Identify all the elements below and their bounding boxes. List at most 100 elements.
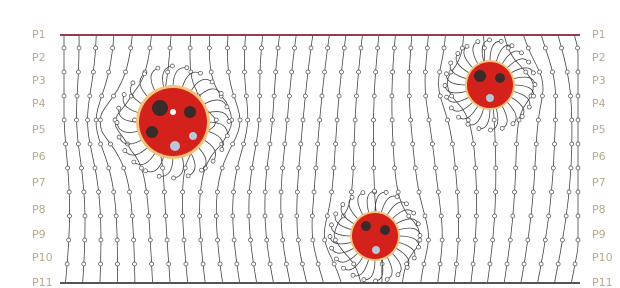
field-dot (211, 159, 215, 163)
field-dot (117, 106, 121, 110)
left-label: P11 (32, 276, 53, 288)
field-dot (62, 70, 66, 74)
right-label: P7 (592, 176, 606, 189)
field-dot (247, 214, 251, 218)
field-dot (505, 262, 509, 266)
field-dot (534, 142, 538, 146)
field-dot (438, 94, 442, 98)
field-dot (312, 190, 316, 194)
field-dot (132, 262, 136, 266)
field-dot (243, 46, 247, 50)
field-dot (416, 222, 420, 226)
field-dot (67, 190, 71, 194)
field-dot (310, 214, 314, 218)
field-dot (88, 94, 92, 98)
field-dot (214, 214, 218, 218)
field-dot (567, 190, 571, 194)
spot (189, 132, 197, 140)
field-dot (68, 214, 72, 218)
field-dot (82, 262, 86, 266)
field-dot (115, 262, 119, 266)
field-dot (569, 94, 573, 98)
field-dot (299, 142, 303, 146)
field-dot (442, 46, 446, 50)
field-dot (339, 70, 343, 74)
field-dot (75, 94, 79, 98)
field-dot (227, 70, 231, 74)
field-dot (62, 46, 66, 50)
field-dot (75, 118, 79, 122)
field-dot (482, 46, 486, 50)
field-dot (355, 94, 359, 98)
field-dot (524, 70, 528, 74)
field-dot (295, 190, 299, 194)
field-dot (295, 214, 299, 218)
field-dot (446, 118, 450, 122)
field-dot (123, 70, 127, 74)
field-dot (474, 166, 478, 170)
field-dot (332, 166, 336, 170)
field-dot (185, 66, 189, 70)
field-dot (83, 214, 87, 218)
field-dot (395, 195, 399, 199)
field-dot (341, 203, 345, 207)
field-dot (576, 94, 580, 98)
spot (372, 246, 380, 254)
field-dot (466, 122, 470, 126)
field-dot (474, 190, 478, 194)
field-dot (332, 262, 336, 266)
field-dot (107, 70, 111, 74)
field-dot (456, 214, 460, 218)
field-dot (519, 51, 523, 55)
field-dot (357, 70, 361, 74)
field-dot (88, 142, 92, 146)
field-dot (351, 166, 355, 170)
field-dot (142, 72, 146, 76)
field-dot (511, 122, 515, 126)
spot (184, 106, 196, 118)
field-dot (456, 52, 460, 56)
field-dot (258, 94, 262, 98)
field-dot (232, 238, 236, 242)
field-dot (445, 95, 449, 99)
field-dot (109, 142, 113, 146)
field-dot (323, 70, 327, 74)
field-dot (144, 190, 148, 194)
field-dot (97, 190, 101, 194)
field-dot (210, 80, 214, 84)
field-dot (426, 238, 430, 242)
field-dot (423, 214, 427, 218)
field-dot (250, 166, 254, 170)
field-dot (306, 70, 310, 74)
field-dot (132, 238, 136, 242)
field-dot (198, 190, 202, 194)
field-dot (249, 238, 253, 242)
field-dot (296, 238, 300, 242)
field-dot (200, 168, 204, 172)
field-dot (390, 118, 394, 122)
field-dot (411, 142, 415, 146)
field-dot (309, 46, 313, 50)
field-dot (460, 46, 464, 50)
field-dot (477, 127, 481, 131)
field-dot (536, 118, 540, 122)
field-dot (216, 238, 220, 242)
field-dot (167, 262, 171, 266)
field-dot (560, 238, 564, 242)
field-dot (117, 135, 121, 139)
field-dot (430, 142, 434, 146)
field-dot (329, 223, 333, 227)
field-dot (201, 262, 205, 266)
field-dot (527, 105, 531, 109)
field-dot (150, 262, 154, 266)
field-dot (199, 238, 203, 242)
field-dot (297, 166, 301, 170)
field-diagram: P1P2P3P4P5P6P7P8P9P10P11P1P2P3P4P5P6P7P8… (0, 0, 620, 288)
charge-top-right (465, 60, 515, 110)
field-dot (549, 190, 553, 194)
field-dot (531, 190, 535, 194)
field-dot (444, 72, 448, 76)
field-dot (168, 46, 172, 50)
field-dot (471, 262, 475, 266)
field-dot (326, 46, 330, 50)
